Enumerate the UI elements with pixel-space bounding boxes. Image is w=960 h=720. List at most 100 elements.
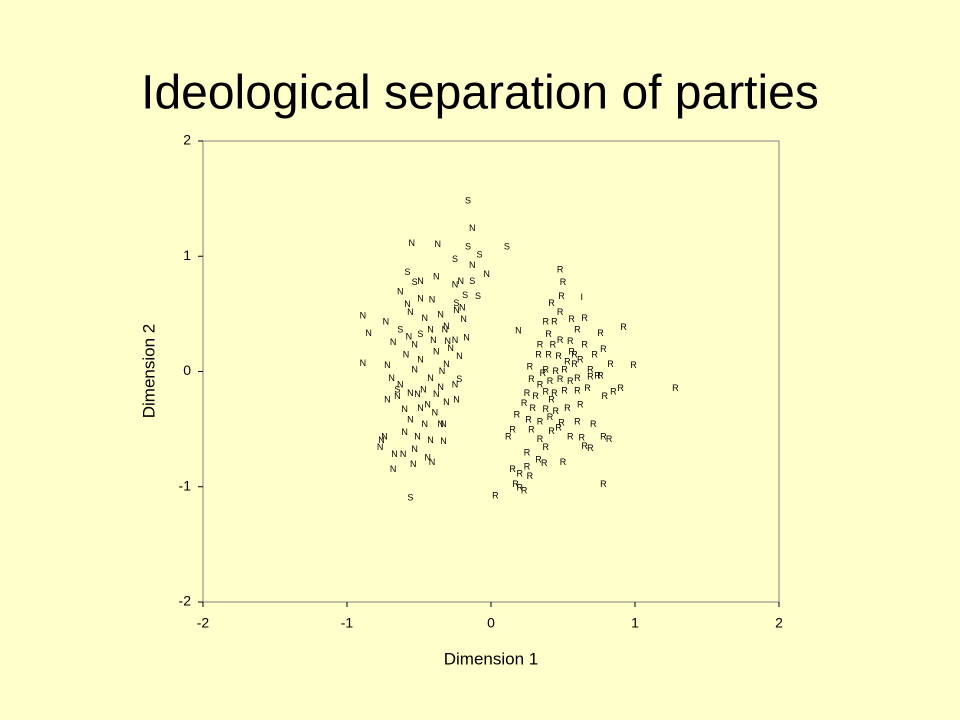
point-marker: N (452, 279, 459, 289)
point-marker: S (456, 374, 462, 384)
point-marker: S (412, 277, 418, 287)
y-tick-label: 0 (183, 362, 191, 378)
point-marker: R (530, 403, 537, 413)
point-marker: R (521, 398, 528, 408)
point-marker: R (557, 307, 564, 317)
point-marker: R (558, 291, 565, 301)
point-marker: R (512, 479, 519, 489)
point-marker: N (407, 414, 414, 424)
chart-title: Ideological separation of parties (141, 67, 819, 120)
point-marker: R (567, 376, 574, 386)
point-marker: N (437, 309, 444, 319)
point-marker: N (440, 419, 447, 429)
point-marker: R (557, 374, 564, 384)
point-marker: R (527, 361, 534, 371)
point-marker: R (535, 455, 542, 465)
point-marker: N (453, 395, 460, 405)
point-marker: S (407, 493, 413, 503)
point-marker: S (417, 329, 423, 339)
point-marker: R (541, 458, 548, 468)
point-marker: S (465, 241, 471, 251)
point-marker: R (574, 417, 581, 427)
point-marker: N (406, 331, 413, 341)
point-marker: N (378, 435, 385, 445)
point-marker: R (577, 354, 584, 364)
point-marker: S (504, 241, 510, 251)
point-marker: S (453, 298, 459, 308)
point-marker: N (458, 276, 465, 286)
point-marker: N (384, 360, 391, 370)
point-marker: R (587, 372, 594, 382)
point-marker: N (390, 337, 397, 347)
point-marker: R (574, 373, 581, 383)
point-marker: R (527, 471, 534, 481)
point-marker: R (581, 441, 588, 451)
point-marker: R (550, 339, 557, 349)
y-tick-label: 1 (183, 247, 191, 263)
point-marker: R (547, 376, 554, 386)
point-marker: N (447, 343, 454, 353)
point-marker: R (553, 406, 560, 416)
point-marker: N (432, 407, 439, 417)
point-marker: N (365, 328, 372, 338)
point-marker: N (452, 380, 459, 390)
point-marker: N (420, 384, 427, 394)
point-marker: R (542, 316, 549, 326)
point-marker: R (591, 350, 598, 360)
point-marker: N (403, 350, 410, 360)
point-marker: N (460, 314, 467, 324)
point-marker: R (597, 370, 604, 380)
y-axis-label: Dimension 2 (139, 324, 158, 419)
point-marker: R (524, 448, 531, 458)
point-marker: N (417, 403, 424, 413)
point-marker: R (517, 468, 524, 478)
point-marker: N (433, 389, 440, 399)
point-marker: R (610, 387, 617, 397)
point-marker: R (548, 395, 555, 405)
point-marker: N (445, 336, 452, 346)
x-tick-label: -1 (341, 615, 354, 631)
point-marker: R (548, 298, 555, 308)
point-marker: N (414, 389, 421, 399)
point-marker: R (521, 486, 528, 496)
point-marker: N (463, 332, 470, 342)
point-marker: N (452, 335, 459, 345)
y-tick-label: -2 (179, 593, 192, 609)
y-tick-label: -1 (179, 477, 192, 493)
point-marker: R (528, 374, 535, 384)
point-marker: S (404, 267, 410, 277)
point-marker: R (547, 412, 554, 422)
point-marker: N (407, 307, 414, 317)
point-marker: S (475, 291, 481, 301)
point-marker: R (561, 385, 568, 395)
point-marker: N (443, 397, 450, 407)
point-marker: N (417, 354, 424, 364)
point-marker: I (580, 292, 583, 302)
point-marker: R (567, 432, 574, 442)
point-marker: N (417, 293, 424, 303)
point-marker: S (465, 195, 471, 205)
x-tick-label: 1 (631, 615, 639, 631)
point-marker: N (390, 464, 397, 474)
point-marker: R (548, 426, 555, 436)
point-marker: R (558, 418, 565, 428)
point-marker: R (542, 365, 549, 375)
point-marker: N (397, 380, 404, 390)
point-marker: R (560, 277, 567, 287)
point-marker: S (397, 324, 403, 334)
point-marker: R (542, 387, 549, 397)
point-marker: R (555, 351, 562, 361)
point-marker: R (600, 432, 607, 442)
x-tick-label: -2 (197, 615, 210, 631)
point-marker: R (555, 422, 562, 432)
point-marker: R (557, 335, 564, 345)
point-marker: R (528, 425, 535, 435)
point-marker: R (564, 357, 571, 367)
point-marker: N (422, 313, 429, 323)
point-marker: N (483, 269, 490, 279)
point-marker: N (381, 432, 388, 442)
point-marker: N (433, 271, 440, 281)
point-marker: R (597, 328, 604, 338)
point-marker: N (427, 324, 434, 334)
point-marker: N (394, 391, 401, 401)
